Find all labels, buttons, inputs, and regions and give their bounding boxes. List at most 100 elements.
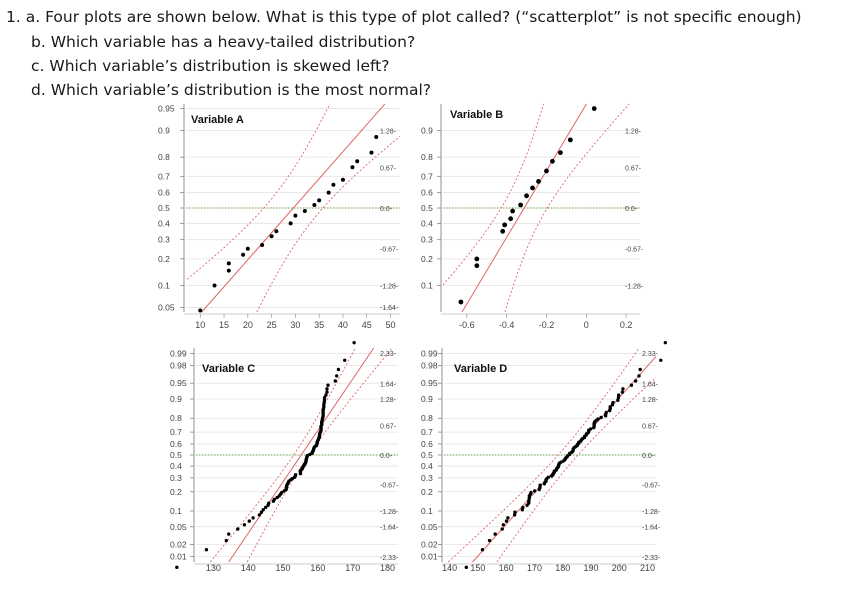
data-point	[263, 505, 268, 510]
data-point	[663, 340, 668, 345]
y-tick-label: 0.5	[421, 450, 433, 460]
x-tick-label: -0.4	[499, 320, 515, 330]
y-tick-label: 0.3	[170, 473, 182, 483]
right-tick-label: -2.33-	[642, 555, 661, 562]
right-tick-label: -1.28-	[625, 283, 644, 290]
y-tick-label: 0.05	[158, 302, 175, 312]
data-point	[293, 213, 298, 218]
data-point	[274, 229, 279, 234]
y-tick-label: 0.9	[158, 126, 170, 136]
x-tick-label: 25	[267, 320, 277, 330]
x-tick-label: 50	[385, 320, 395, 330]
plot-title: Variable A	[191, 114, 244, 126]
data-point	[504, 519, 509, 523]
y-tick-label: 0.9	[421, 126, 433, 136]
data-point	[333, 379, 338, 383]
y-tick-label: 0.6	[158, 188, 170, 198]
data-point	[335, 374, 339, 378]
x-tick-label: -0.6	[459, 320, 475, 330]
data-point	[226, 261, 231, 266]
y-tick-label: 0.6	[170, 439, 182, 449]
quantile-plot-variable-a: 0.95 0.9 0.8 0.7 0.6 0.5 0.4 0.3 0.2 0.1 0.05 1.28-…	[158, 103, 400, 330]
data-point	[336, 367, 341, 372]
data-point	[524, 193, 529, 199]
right-tick-label: -0.67-	[380, 247, 399, 254]
data-point	[272, 497, 277, 502]
y-tick-label: 0.7	[170, 427, 182, 437]
fit-line	[201, 103, 386, 313]
y-tick-label: 0.8	[158, 152, 170, 162]
data-point	[242, 523, 247, 527]
y-tick-label: 0.2	[158, 254, 170, 264]
y-tick-label: 0.5	[170, 450, 182, 460]
data-point	[589, 427, 593, 431]
data-point	[546, 475, 551, 479]
right-tick-label: 1.28-	[642, 397, 659, 404]
data-point	[302, 209, 307, 214]
right-tick-label: -1.64-	[642, 525, 661, 532]
right-tick-label: 0.67-	[380, 424, 397, 431]
data-point	[629, 383, 634, 387]
y-tick-label: 0.8	[421, 152, 433, 162]
right-tick-label: 2.33-	[380, 351, 397, 358]
data-point	[508, 216, 514, 222]
data-point	[340, 177, 345, 182]
right-tick-label: 0.0-	[625, 206, 638, 213]
data-point	[513, 510, 517, 514]
data-point	[611, 400, 615, 405]
data-point	[324, 393, 328, 397]
data-point	[226, 268, 231, 273]
data-point	[251, 516, 255, 520]
data-point	[293, 473, 298, 477]
y-tick-label: 0.6	[421, 439, 433, 449]
plot-title: Variable D	[454, 363, 507, 375]
x-tick-label: 30	[290, 320, 300, 330]
y-tick-label: 0.5	[421, 203, 433, 213]
data-point	[521, 505, 525, 510]
confidence-band-lower	[504, 103, 630, 313]
x-tick-label: 35	[314, 320, 324, 330]
right-tick-label: 1.64-	[642, 381, 659, 388]
data-point	[616, 396, 621, 400]
y-tick-label: 0.5	[158, 203, 170, 213]
y-tick-label: 0.4	[158, 218, 170, 228]
fit-line	[461, 103, 587, 313]
y-tick-label: 0.95	[158, 104, 175, 114]
data-point	[659, 358, 663, 362]
right-tick-label: 2.33-	[642, 351, 659, 358]
data-point	[510, 208, 516, 214]
y-tick-label: 0.02	[170, 540, 187, 550]
data-point	[567, 137, 573, 143]
confidence-band-lower	[256, 135, 400, 313]
data-point	[279, 490, 284, 495]
data-point	[536, 178, 541, 184]
quantile-plot-variable-d: 0.99 0.98 0.95 0.9 0.8 0.7 0.60.50.4 0.3 0.2 0.1 0…	[421, 340, 668, 573]
data-point	[501, 523, 506, 527]
data-point	[269, 234, 274, 239]
y-tick-label: 0.8	[170, 413, 182, 423]
x-tick-label: 40	[338, 320, 348, 330]
y-tick-label: 0.05	[170, 522, 187, 532]
data-point	[326, 383, 330, 387]
fit-line	[228, 347, 375, 563]
y-tick-label: 0.99	[421, 348, 438, 358]
y-tick-label: 0.2	[421, 487, 433, 497]
data-point	[506, 516, 510, 520]
y-tick-label: 0.98	[421, 360, 438, 370]
data-point	[350, 165, 355, 170]
quantile-plot-variable-c: 0.99 0.98 0.95 0.9 0.8 0.7 0.60.50.4 0.3 0.2 0.1 0…	[170, 340, 399, 573]
data-point	[638, 367, 642, 372]
data-point	[637, 374, 641, 378]
x-tick-label: 10	[195, 320, 205, 330]
right-tick-label: 0.0-	[380, 206, 393, 213]
plot-title: Variable C	[202, 363, 255, 375]
data-point	[331, 182, 336, 187]
y-tick-label: 0.1	[421, 506, 433, 516]
data-point	[480, 548, 485, 552]
data-point	[325, 387, 329, 391]
data-point	[604, 410, 608, 415]
data-point	[245, 246, 250, 251]
y-tick-label: 0.1	[158, 280, 170, 290]
right-tick-label: -1.64-	[380, 525, 399, 532]
